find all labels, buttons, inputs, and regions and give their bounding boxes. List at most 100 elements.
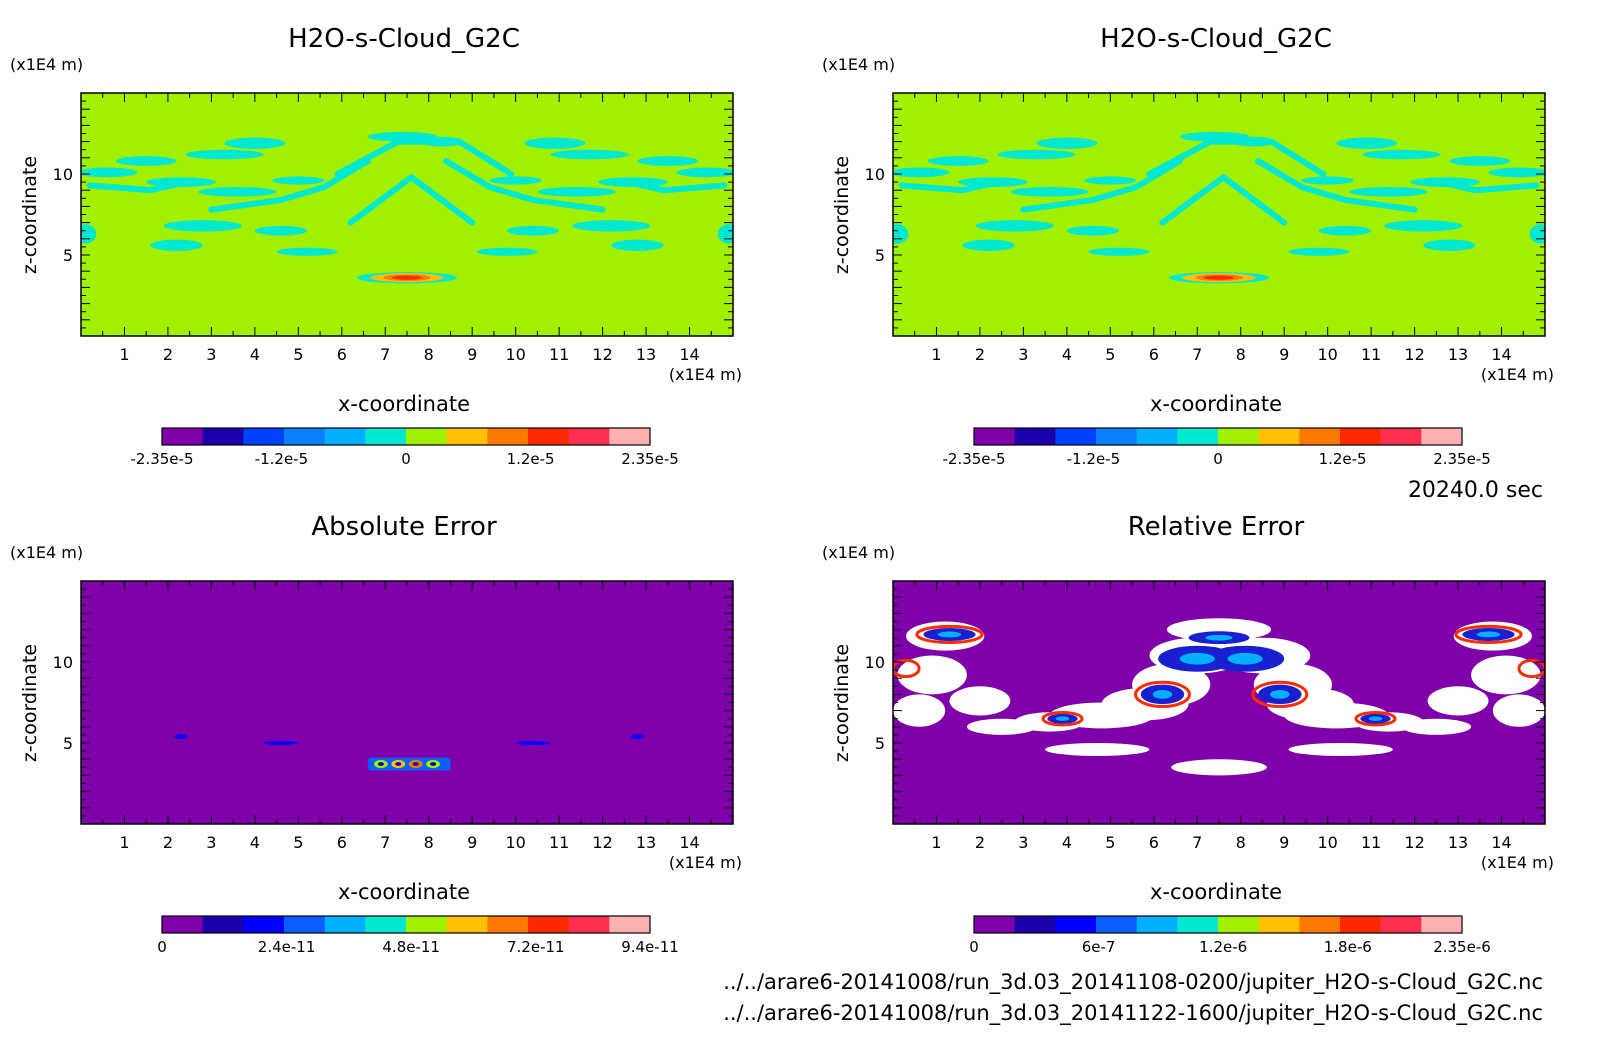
error-peak-core (395, 762, 402, 767)
cloud-band (1146, 138, 1327, 177)
heatmap-field (81, 93, 733, 336)
colorbar-swatch (365, 428, 407, 445)
undefined-region (1427, 686, 1489, 716)
colorbar-tick-label: 0 (157, 938, 167, 956)
cloud-patch (272, 176, 325, 185)
x-tick-label: 9 (467, 345, 477, 364)
cloud-patch (1036, 137, 1098, 149)
y-tick-label: 10 (865, 165, 885, 184)
colorbar-tick-label: 1.8e-6 (1324, 938, 1372, 956)
panel-title: H2O-s-Cloud_G2C (288, 24, 520, 54)
x-tick-label: 13 (1448, 345, 1468, 364)
x-tick-label: 9 (467, 833, 477, 852)
y-tick-label: 10 (53, 653, 73, 672)
x-unit: (x1E4 m) (1481, 853, 1554, 872)
cloud-patch (1362, 149, 1441, 160)
cloud-patch (676, 167, 733, 178)
colorbar-swatch (1421, 916, 1463, 933)
panel-3: Absolute Error (x1E4 m) (x1E4 m) x-coordina… (10, 512, 742, 956)
cloud-patch (975, 220, 1054, 232)
cloud-patch (572, 220, 651, 232)
x-tick-label: 8 (424, 833, 434, 852)
x-tick-label: 8 (424, 345, 434, 364)
error-ring (1454, 624, 1523, 645)
cloud-band (1020, 158, 1183, 213)
file-path-2: ../../arare6-20141008/run_3d.03_20141122… (723, 1001, 1543, 1026)
x-tick-label: 6 (337, 833, 347, 852)
colorbar-swatch (1299, 428, 1341, 445)
x-axis-label: x-coordinate (338, 392, 470, 416)
colorbar-swatch (1055, 916, 1097, 933)
undefined-region (897, 655, 967, 695)
cloud-patch (1384, 220, 1463, 232)
cloud-patch (163, 220, 242, 232)
x-tick-label: 2 (975, 833, 985, 852)
cloud-patch (476, 247, 538, 256)
field-features (81, 131, 733, 284)
colorbar-swatch (1380, 428, 1422, 445)
colorbar-tick-label: 6e-7 (1082, 938, 1116, 956)
cloud-band (443, 158, 606, 213)
colorbar-tick-label: 2.35e-5 (1433, 450, 1491, 468)
colorbar-swatch (1421, 428, 1463, 445)
x-tick-label: 1 (119, 833, 129, 852)
x-tick-label: 13 (636, 833, 656, 852)
cloud-patch (893, 167, 950, 178)
file-path-1: ../../arare6-20141008/run_3d.03_20141108… (723, 970, 1543, 995)
x-tick-label: 9 (1279, 833, 1289, 852)
cloud-patch (506, 225, 560, 236)
x-tick-label: 1 (931, 833, 941, 852)
colorbar: -2.35e-5 -1.2e-5 0 1.2e-5 2.35e-5 (943, 427, 1491, 468)
error-ring (1354, 711, 1397, 727)
x-tick-label: 2 (163, 345, 173, 364)
x-tick-label: 10 (505, 833, 525, 852)
cloud-patch (550, 149, 629, 160)
x-tick-label: 6 (1149, 345, 1159, 364)
field-features (893, 618, 1545, 776)
undefined-region (1492, 694, 1545, 727)
error-peak-core (377, 762, 384, 767)
colorbar-tick-label: 0 (969, 938, 979, 956)
cloud-patch (1423, 239, 1476, 251)
colorbar-swatch (1258, 428, 1300, 445)
panel-4: Relative Error (x1E4 m) (x1E4 m) x-coordina… (822, 512, 1554, 956)
x-tick-label: 4 (250, 345, 260, 364)
cloud-patch (1488, 167, 1545, 178)
cloud-patch (254, 225, 308, 236)
colorbar-swatch (446, 428, 488, 445)
colorbar-swatch (568, 428, 610, 445)
cloud-band (1428, 177, 1540, 194)
y-unit: (x1E4 m) (822, 543, 895, 562)
cloud-patch (1301, 176, 1354, 185)
undefined-region (949, 686, 1011, 716)
undefined-region (1171, 759, 1267, 776)
undefined-region (893, 694, 946, 727)
error-patch (174, 734, 188, 739)
colorbar-tick-label: 2.35e-5 (621, 450, 679, 468)
colorbar-swatch (974, 916, 1016, 933)
colorbar-swatch (1340, 916, 1382, 933)
cloud-patch (1088, 247, 1150, 256)
colorbar-swatch (487, 916, 529, 933)
cloud-core (1203, 275, 1235, 280)
error-core-inner (1179, 652, 1215, 665)
colorbar: 0 6e-7 1.2e-6 1.8e-6 2.35e-6 (969, 915, 1491, 956)
heatmap-field (893, 581, 1545, 824)
colorbar-swatch (1340, 428, 1382, 445)
panel-1: H2O-s-Cloud_G2C (x1E4 m) (x1E4 m) x-coordin… (10, 24, 742, 468)
cloud-patch (717, 224, 733, 244)
x-tick-label: 13 (636, 345, 656, 364)
x-tick-label: 10 (505, 345, 525, 364)
cloud-patch (611, 239, 664, 251)
cloud-patch (1288, 247, 1350, 256)
colorbar-swatch (1218, 916, 1260, 933)
colorbar-swatch (406, 916, 448, 933)
x-tick-label: 5 (1105, 833, 1115, 852)
cloud-band (347, 174, 476, 226)
x-tick-label: 14 (1491, 345, 1511, 364)
undefined-region (1288, 743, 1393, 756)
field-background (81, 581, 733, 824)
x-tick-label: 7 (1192, 833, 1202, 852)
colorbar-swatch (1096, 916, 1138, 933)
